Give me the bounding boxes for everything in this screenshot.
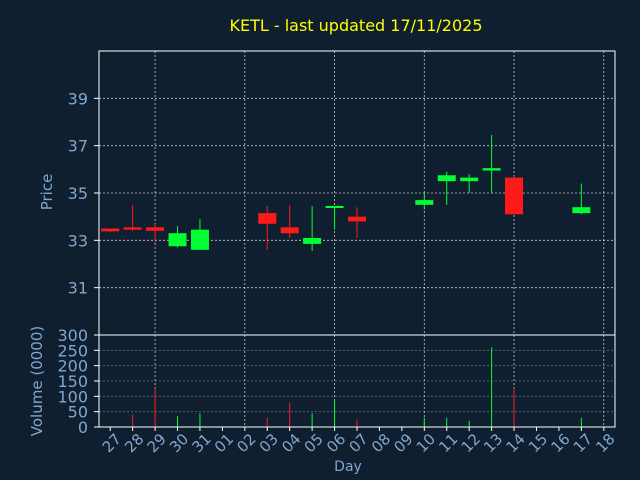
volume-axis-label: Volume (0000) bbox=[28, 326, 46, 436]
price-tick-label: 33 bbox=[68, 231, 88, 250]
volume-tick-label: 250 bbox=[57, 341, 88, 360]
candle-body bbox=[572, 207, 591, 214]
price-axis-ticks: 31 33 35 37 39 bbox=[68, 89, 99, 298]
candle-body bbox=[303, 237, 322, 244]
candle-body bbox=[123, 227, 142, 230]
volume-tick-label: 300 bbox=[57, 326, 88, 345]
candle-body bbox=[325, 206, 344, 209]
candle-body bbox=[258, 213, 277, 224]
price-tick-label: 35 bbox=[68, 184, 88, 203]
price-tick-label: 31 bbox=[68, 279, 88, 298]
volume-series bbox=[132, 347, 582, 427]
chart-title: KETL - last updated 17/11/2025 bbox=[229, 16, 482, 35]
candlestick-series bbox=[101, 135, 591, 251]
volume-tick-label: 50 bbox=[68, 403, 88, 422]
volume-tick-label: 0 bbox=[78, 418, 88, 437]
volume-tick-label: 150 bbox=[57, 372, 88, 391]
volume-tick-label: 200 bbox=[57, 357, 88, 376]
candle-body bbox=[505, 177, 524, 215]
candle-body bbox=[146, 227, 165, 231]
day-axis-label: Day bbox=[334, 459, 362, 475]
price-axis-label: Price bbox=[38, 174, 56, 211]
price-tick-label: 37 bbox=[68, 137, 88, 156]
candle-body bbox=[190, 229, 209, 250]
candle-body bbox=[437, 175, 456, 182]
volume-tick-label: 100 bbox=[57, 387, 88, 406]
candle-body bbox=[168, 233, 187, 247]
candle-body bbox=[101, 228, 120, 232]
price-tick-label: 39 bbox=[68, 89, 88, 108]
candle-body bbox=[348, 216, 366, 222]
day-tick-label: 18 bbox=[592, 430, 618, 456]
candle-body bbox=[280, 227, 299, 234]
day-axis-ticks: 2728293031010203040506070809101112131415… bbox=[99, 427, 619, 456]
volume-grid bbox=[99, 335, 615, 427]
candle-body bbox=[482, 168, 501, 171]
price-grid bbox=[99, 51, 615, 335]
candle-body bbox=[460, 177, 479, 182]
candle-body bbox=[415, 200, 434, 205]
